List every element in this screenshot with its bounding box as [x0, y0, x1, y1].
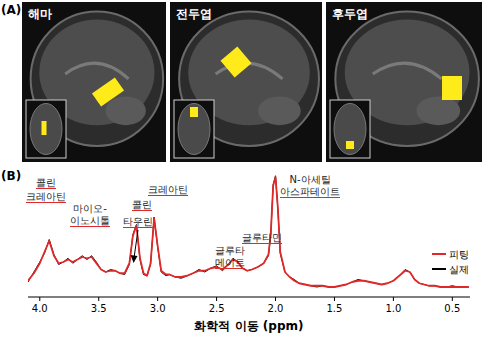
peak-label: 크레아틴 [148, 184, 188, 195]
legend-swatch [432, 268, 446, 270]
image-bg [170, 2, 322, 162]
x-tick [452, 297, 453, 301]
axial-brain [178, 103, 210, 154]
image-bg [22, 2, 166, 162]
peak-label: 콜린 [132, 199, 152, 210]
legend-label: 피팅 [449, 249, 469, 260]
image-title: 후두엽 [332, 7, 368, 21]
label-underline [26, 202, 66, 203]
corpus-callosum [65, 63, 128, 79]
inset [330, 100, 370, 158]
image-bg [326, 2, 482, 162]
inset [26, 100, 66, 158]
x-axis-title: 화학적 이동 (ppm) [194, 319, 303, 333]
peak-label: 크레아틴 [26, 191, 66, 202]
cerebellum [258, 96, 301, 125]
peak-label: 아스파테이트 [280, 186, 340, 197]
legend-swatch [432, 253, 446, 255]
peak-label: N-아세틸 [289, 174, 330, 185]
corpus-callosum [373, 63, 442, 79]
label-underline [280, 197, 340, 198]
label-underline [70, 226, 110, 227]
panel-label: (A) [1, 3, 21, 17]
figure: (A) 해마 전두엽 후두엽 (B) 4.0 3.5 3.0 2.5 2.0 1.5 1.0 0.5 화학… [0, 0, 486, 351]
image-title: 전두엽 [176, 7, 212, 21]
x-tick-label: 4.0 [32, 303, 48, 314]
arrow-head [131, 255, 138, 263]
spectrum-line [28, 176, 469, 287]
panel-label: (B) [1, 169, 21, 183]
inset-voi [190, 107, 198, 117]
peak-label: 이노시톨 [70, 215, 110, 226]
x-tick-label: 2.5 [209, 303, 225, 314]
inset-voi [42, 121, 47, 135]
plot-area [28, 176, 469, 287]
mri-image: 후두엽 [326, 2, 482, 162]
inset [174, 100, 214, 158]
peak-label: 메이트 [215, 257, 245, 268]
label-underline [132, 210, 152, 211]
voi [442, 76, 462, 100]
label-underline [215, 268, 245, 269]
x-tick-label: 1.5 [327, 303, 343, 314]
peak-label: 타우린 [123, 216, 153, 227]
label-underline [148, 195, 188, 196]
label-underline [123, 227, 153, 228]
peak-label: 글루타민 [242, 232, 282, 243]
arrow [134, 230, 138, 258]
label-underline [36, 188, 56, 189]
legend-label: 실제 [449, 264, 469, 275]
x-tick-label: 1.0 [385, 303, 401, 314]
x-tick-label: 2.0 [268, 303, 284, 314]
voi [221, 47, 252, 78]
x-tick [393, 297, 394, 301]
peak-label: 마이오- [73, 203, 107, 214]
x-tick [157, 297, 158, 301]
label-underline [242, 243, 282, 244]
spectrum-line [28, 177, 469, 287]
mri-image: 전두엽 [170, 2, 322, 162]
x-tick [98, 297, 99, 301]
x-tick-label: 3.0 [150, 303, 166, 314]
x-tick [39, 297, 40, 301]
axial-brain [334, 103, 366, 154]
x-tick [334, 297, 335, 301]
peak-label: 콜린 [36, 177, 56, 188]
x-tick-label: 0.5 [444, 303, 460, 314]
axial-brain [30, 103, 62, 154]
inset-voi [346, 141, 354, 149]
image-title: 해마 [28, 7, 52, 21]
peak-label: 글루타 [215, 245, 245, 256]
cerebellum [106, 96, 146, 125]
x-tick-label: 3.5 [91, 303, 107, 314]
x-tick [216, 297, 217, 301]
mri-image: 해마 [22, 2, 166, 162]
voi [92, 77, 124, 106]
cerebellum [416, 96, 460, 125]
x-axis [28, 297, 470, 298]
x-tick [275, 297, 276, 301]
